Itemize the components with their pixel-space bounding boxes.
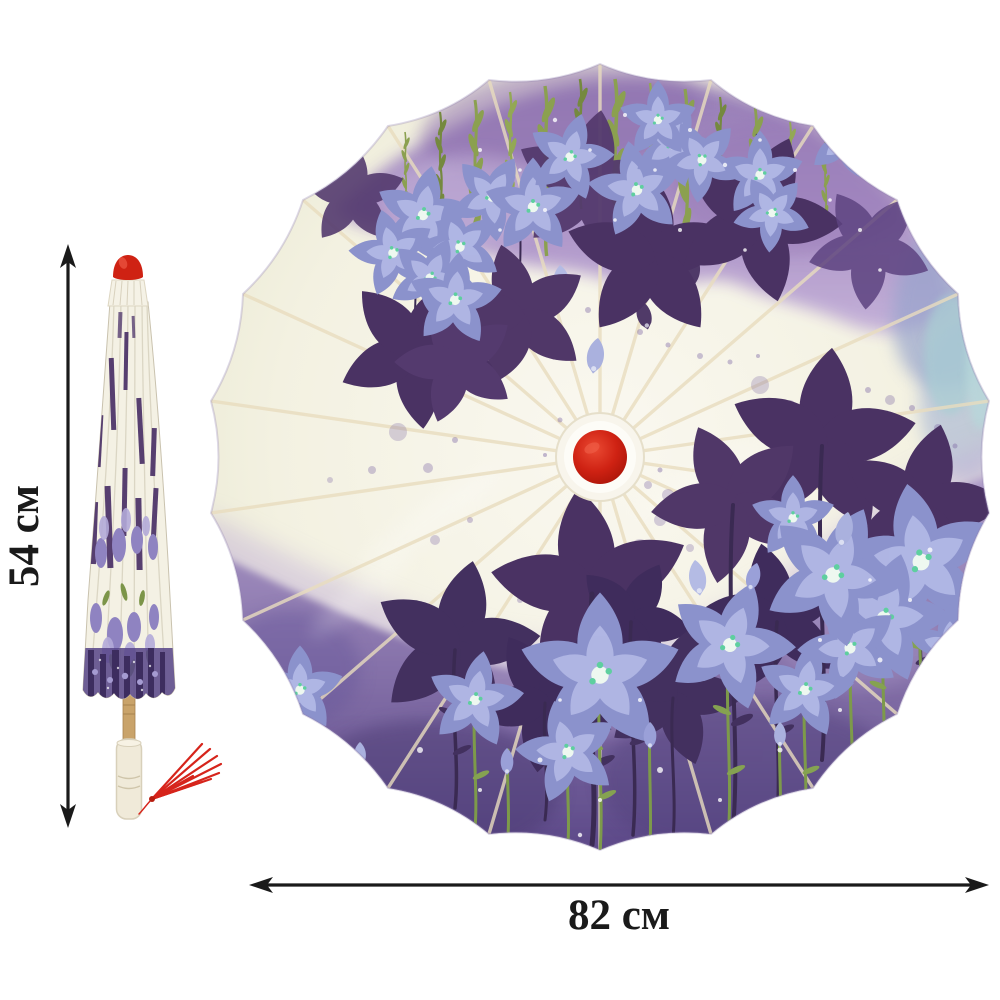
canopy-edge [209,62,991,852]
closed-umbrella-tip [113,255,143,280]
center-hub [555,412,645,502]
closed-umbrella-collar [107,279,149,307]
width-arrow [249,877,989,893]
closed-umbrella-handle [115,738,143,820]
width-label: 82 см [568,892,670,939]
closed-umbrella-tassel [138,742,223,815]
width-dimension: 82 см [249,877,989,939]
closed-umbrella-shaft [122,692,136,744]
open-umbrella [209,62,991,852]
closed-umbrella-canopy [82,297,176,700]
height-arrow [60,244,76,828]
height-dimension: 54 см [1,244,76,828]
hub-red-cap [573,430,627,484]
height-label: 54 см [1,485,48,587]
closed-umbrella [82,255,223,820]
